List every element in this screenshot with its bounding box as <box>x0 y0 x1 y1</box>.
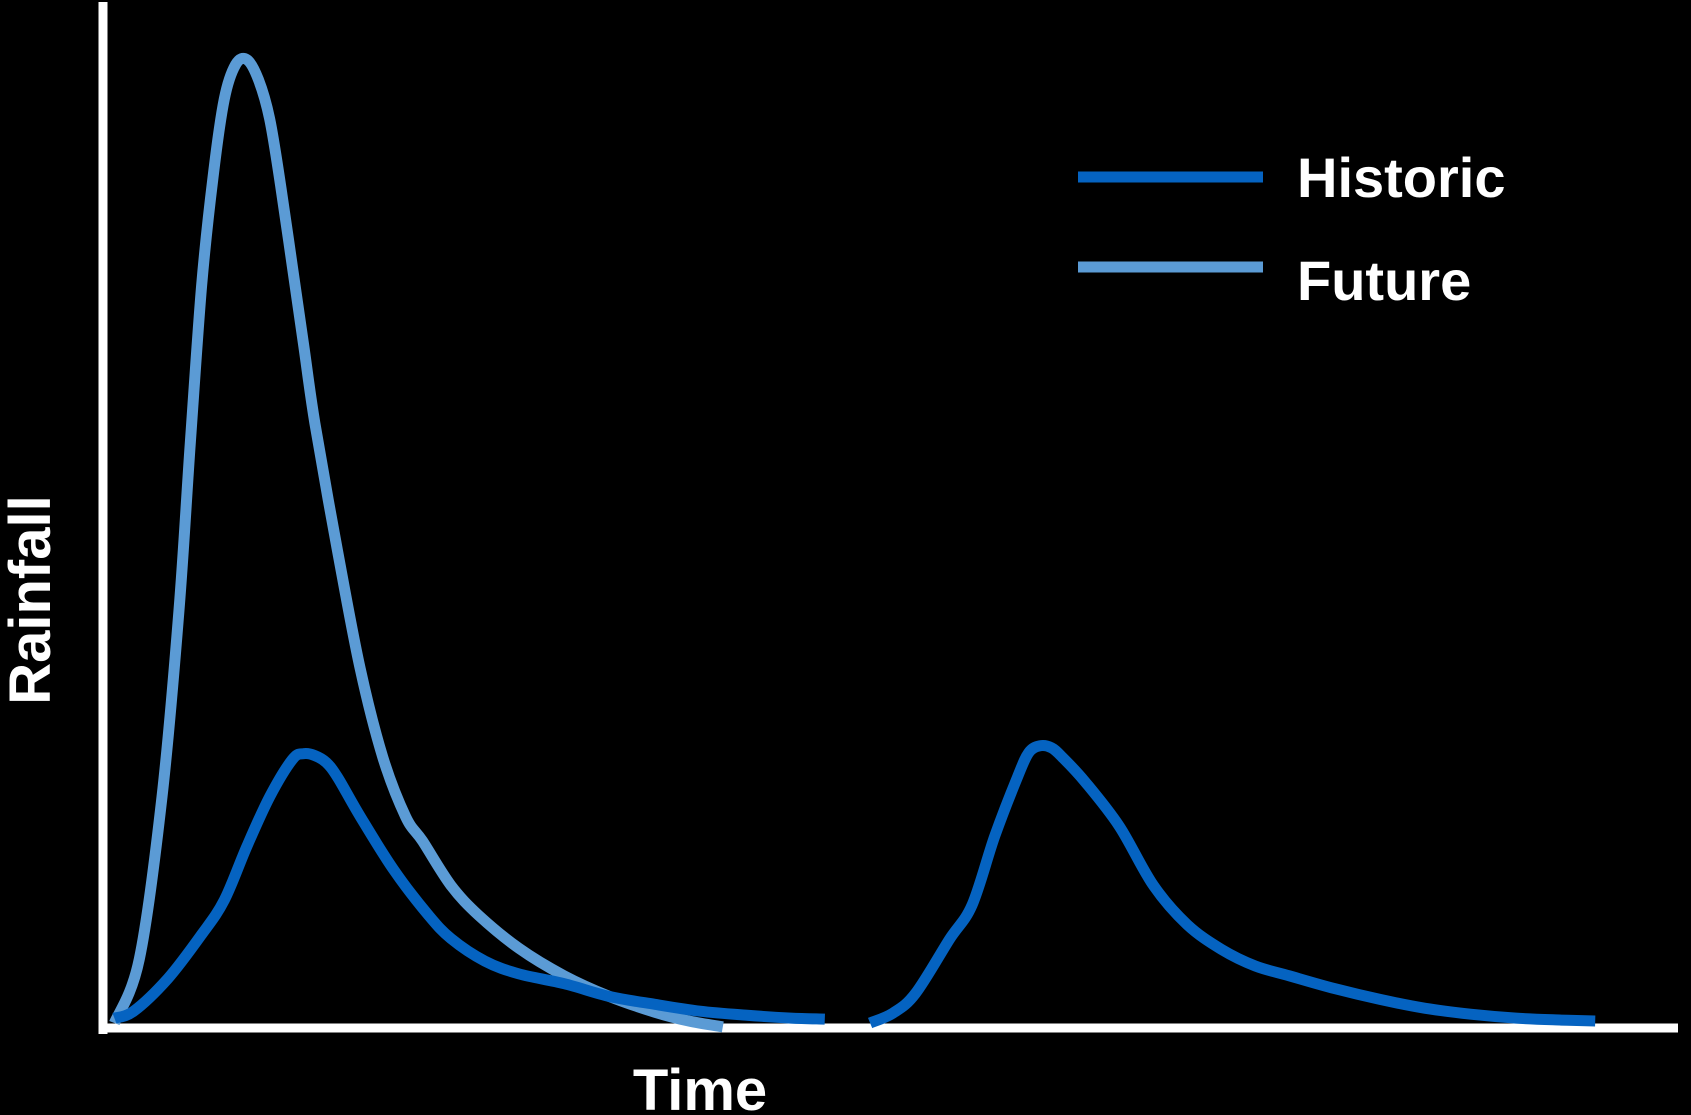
series-line-historic-2 <box>867 739 1596 1029</box>
legend: Historic Future <box>1078 146 1506 312</box>
series-line-historic-1 <box>112 747 825 1025</box>
series-layer <box>109 52 1596 1033</box>
x-axis-label: Time <box>633 1058 767 1115</box>
legend-label-future: Future <box>1297 249 1471 312</box>
legend-label-historic: Historic <box>1297 146 1506 209</box>
series-line-future-1 <box>109 52 724 1033</box>
y-axis-label: Rainfall <box>0 495 63 705</box>
